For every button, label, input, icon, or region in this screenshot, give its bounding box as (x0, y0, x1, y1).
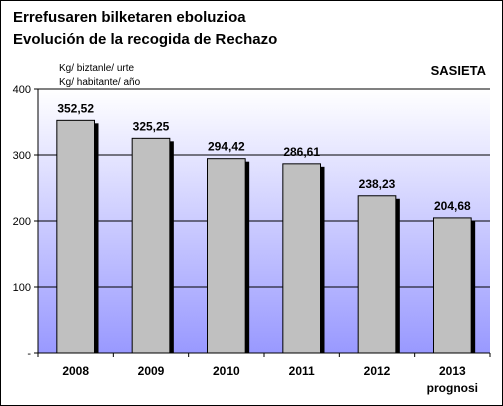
x-tick-label: 2009 (138, 364, 165, 378)
data-label: 286,61 (283, 145, 320, 159)
data-label: 204,68 (434, 199, 471, 213)
data-label: 238,23 (359, 177, 396, 191)
bar-2013 (433, 217, 472, 354)
chart-title-spanish: Evolución de la recogida de Rechazo (13, 31, 278, 48)
x-tick-sublabel: prognosi (427, 381, 478, 395)
y-tick-label: 200 (13, 216, 31, 228)
region-label: SASIETA (430, 63, 486, 78)
y-tick-label: - (27, 348, 31, 360)
y-tick-label: 300 (13, 150, 31, 162)
x-tick-label: 2008 (62, 364, 89, 378)
bar-2011 (282, 163, 322, 354)
bar-2008 (56, 119, 95, 354)
y-axis-unit-spanish: Kg/ habitante/ año (59, 77, 141, 88)
data-label: 352,52 (57, 101, 94, 115)
bar-2009 (131, 137, 171, 354)
bar-2010 (207, 158, 246, 354)
data-label: 325,25 (133, 119, 170, 133)
y-axis-unit-basque: Kg/ biztanle/ urte (59, 63, 135, 74)
y-tick-label: 400 (13, 84, 31, 96)
x-tick-label: 2012 (364, 364, 391, 378)
bar-2012 (357, 195, 397, 354)
x-tick-label: 2010 (213, 364, 240, 378)
data-label: 294,42 (208, 140, 245, 154)
x-tick-label: 2013 (439, 364, 466, 378)
chart-title-basque: Errefusaren bilketaren eboluzioa (13, 9, 246, 26)
x-tick-label: 2011 (289, 364, 315, 378)
y-tick-label: 100 (13, 282, 31, 294)
